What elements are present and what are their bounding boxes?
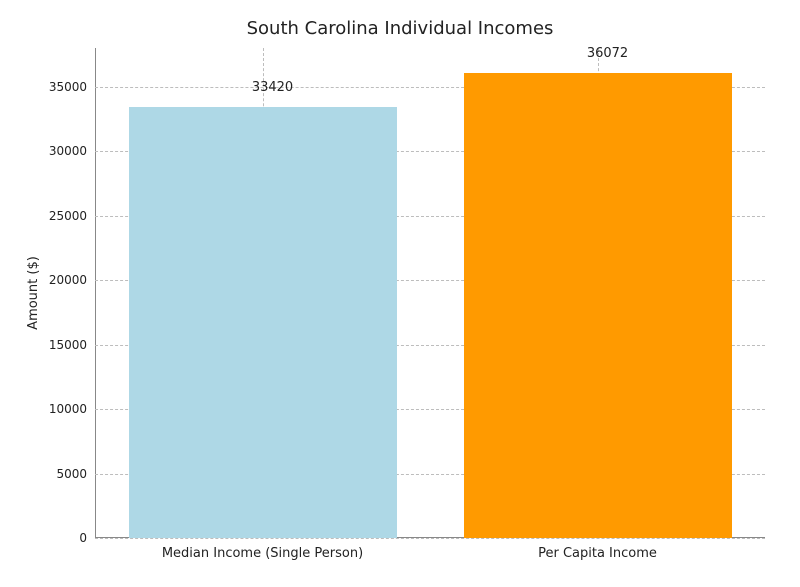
- h-gridline: [95, 538, 765, 539]
- ytick-label: 10000: [27, 402, 87, 416]
- bar-value-label: 36072: [568, 46, 648, 61]
- bar: [129, 107, 397, 538]
- bar-value-label: 33420: [233, 80, 313, 95]
- ytick-label: 35000: [27, 80, 87, 94]
- xtick-label: Median Income (Single Person): [113, 546, 413, 561]
- ytick-label: 0: [27, 531, 87, 545]
- ytick-label: 30000: [27, 144, 87, 158]
- xtick-label: Per Capita Income: [448, 546, 748, 561]
- ytick-label: 25000: [27, 209, 87, 223]
- ytick-label: 20000: [27, 273, 87, 287]
- figure: South Carolina Individual Incomes 334203…: [0, 0, 800, 587]
- bar: [464, 73, 732, 538]
- ytick-label: 5000: [27, 467, 87, 481]
- y-axis-line: [95, 48, 96, 538]
- y-axis-label: Amount ($): [26, 48, 41, 538]
- ytick-label: 15000: [27, 338, 87, 352]
- chart-title: South Carolina Individual Incomes: [0, 18, 800, 39]
- plot-area: 33420 36072: [95, 48, 765, 538]
